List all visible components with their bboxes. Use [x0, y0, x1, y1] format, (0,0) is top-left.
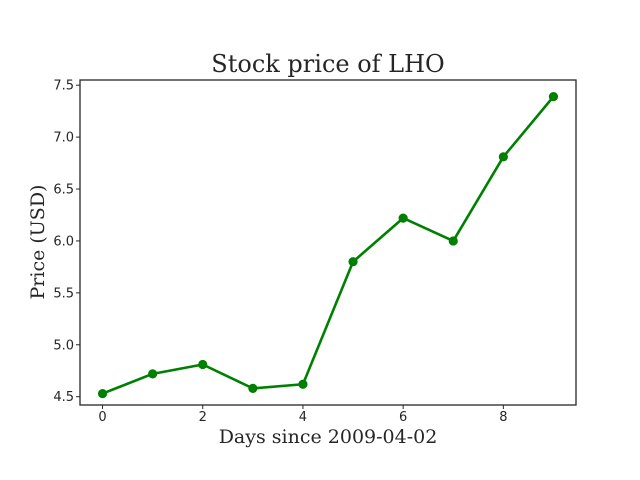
data-point: [548, 92, 559, 102]
plot-frame: [79, 79, 577, 406]
y-tick-label: 6.0: [53, 234, 74, 249]
series-line: [101, 95, 555, 395]
series-group: [97, 92, 559, 399]
data-point: [298, 379, 308, 389]
x-tick-label: 8: [499, 410, 507, 425]
y-axis: 4.5 5.0 5.5 6.0 6.5 7.0 7.5: [53, 79, 80, 405]
x-tick-label: 0: [98, 410, 106, 425]
x-axis-label: Days since 2009-04-02: [219, 426, 438, 448]
x-tick-label: 4: [299, 410, 307, 425]
y-tick-label: 7.5: [53, 79, 74, 94]
y-tick-label: 4.5: [53, 390, 74, 405]
y-tick-label: 6.5: [53, 183, 74, 198]
data-point: [398, 213, 408, 223]
y-axis-label: Price (USD): [27, 185, 49, 300]
data-point: [148, 369, 158, 379]
x-tick-label: 2: [199, 410, 207, 425]
data-point: [348, 257, 358, 267]
y-tick-label: 5.5: [53, 286, 74, 301]
data-point: [248, 383, 258, 393]
x-axis: 0 2 4 6 8: [98, 405, 507, 425]
y-tick-label: 7.0: [53, 131, 74, 146]
x-tick-label: 6: [399, 410, 407, 425]
chart-title: Stock price of LHO: [211, 50, 444, 78]
y-tick-label: 5.0: [53, 338, 74, 353]
data-point: [97, 388, 108, 399]
data-point: [498, 152, 508, 162]
data-point: [448, 236, 458, 246]
data-point: [198, 359, 208, 370]
